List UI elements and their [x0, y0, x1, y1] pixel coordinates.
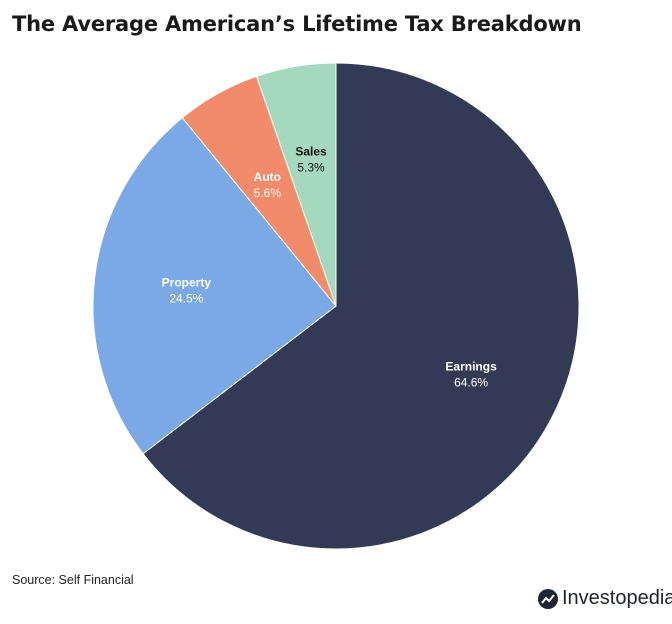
- pie-slice-sales: [255, 62, 337, 307]
- slice-label-earnings: Earnings: [445, 360, 497, 374]
- slice-label-auto: Auto: [254, 170, 281, 184]
- source-note: Source: Self Financial: [12, 573, 134, 587]
- slice-value-auto: 5.6%: [254, 186, 282, 200]
- investopedia-logo-icon: [538, 588, 558, 609]
- slice-value-sales: 5.3%: [297, 160, 325, 174]
- investopedia-logo: Investopedia: [538, 587, 672, 610]
- slice-label-property: Property: [162, 276, 212, 290]
- brand-name: Investopedia: [562, 587, 672, 609]
- chart-title: The Average American’s Lifetime Tax Brea…: [12, 12, 582, 36]
- slice-value-earnings: 64.6%: [454, 376, 488, 390]
- pie-slice-earnings: [142, 62, 580, 550]
- slice-label-sales: Sales: [295, 144, 327, 158]
- pie-slice-property: [92, 117, 337, 455]
- slice-value-property: 24.5%: [169, 292, 203, 306]
